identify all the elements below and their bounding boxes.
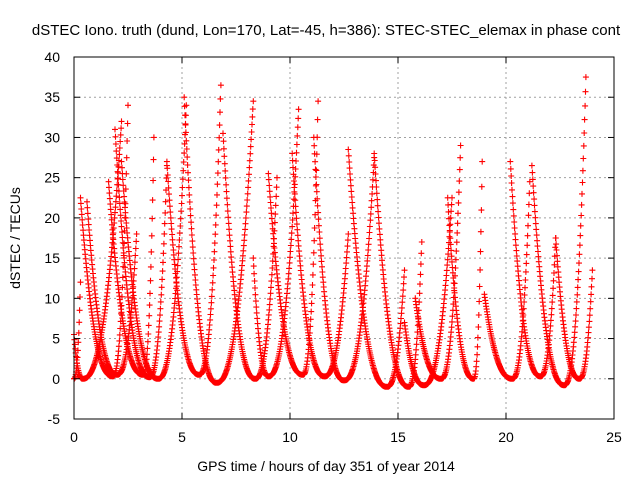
plus-markers [118,102,190,382]
plus-markers [163,82,224,378]
series-arc [77,102,131,380]
plus-markers [412,142,464,382]
series-arc [310,134,378,384]
plus-markers [552,235,596,382]
series-arc [289,150,352,380]
series-arc [507,158,559,380]
y-tick-label: 20 [44,210,60,226]
y-tick-label: 40 [44,49,60,65]
x-tick-label: 20 [498,429,514,445]
plus-markers [345,146,408,390]
y-tick-label: 30 [44,129,60,145]
y-tick-label: 0 [52,371,60,387]
y-tick-label: -5 [48,411,61,427]
y-tick-labels: -5 0 5 10 15 20 25 30 35 40 [44,49,60,427]
y-tick-label: 35 [44,89,60,105]
plus-markers [444,158,486,382]
chart-title: dSTEC Iono. truth (dund, Lon=170, Lat=-4… [32,22,621,39]
axis-ticks [73,56,615,420]
series-arc [481,178,533,382]
x-tick-label: 25 [606,429,622,445]
x-tick-label: 10 [282,429,298,445]
plus-markers [481,178,533,382]
plus-markers [181,94,257,386]
y-tick-label: 10 [44,290,60,306]
plus-markers [401,194,455,389]
series-arc [118,102,190,382]
series-arc [112,126,170,381]
series-arc [265,98,322,378]
y-axis-label: dSTEC / TECUs [7,187,23,289]
series-arc [220,130,280,382]
x-tick-label: 5 [178,429,186,445]
plus-markers [289,150,352,380]
y-tick-label: 15 [44,250,60,266]
plus-markers [371,150,425,390]
plus-markers [220,130,280,382]
x-tick-label: 0 [70,429,78,445]
plus-markers [112,126,170,381]
series-arc [552,235,596,382]
series-arc [444,158,486,382]
plus-markers [265,98,322,378]
x-tick-label: 15 [390,429,406,445]
series-arc [345,146,408,390]
series-arc [528,74,589,389]
y-tick-label: 25 [44,170,60,186]
data-marks [71,74,596,390]
plus-markers [507,158,559,380]
series-arc [181,94,257,386]
series-arc [401,194,455,389]
series-arc [371,150,425,390]
y-tick-label: 5 [52,331,60,347]
plus-markers [77,102,131,380]
series-arc [163,82,224,378]
plus-markers [528,74,589,389]
series-arc [412,142,464,382]
x-tick-labels: 0 5 10 15 20 25 [70,429,622,445]
x-axis-label: GPS time / hours of day 351 of year 2014 [197,458,455,474]
plus-markers [310,134,378,384]
plot-frame [73,56,615,420]
